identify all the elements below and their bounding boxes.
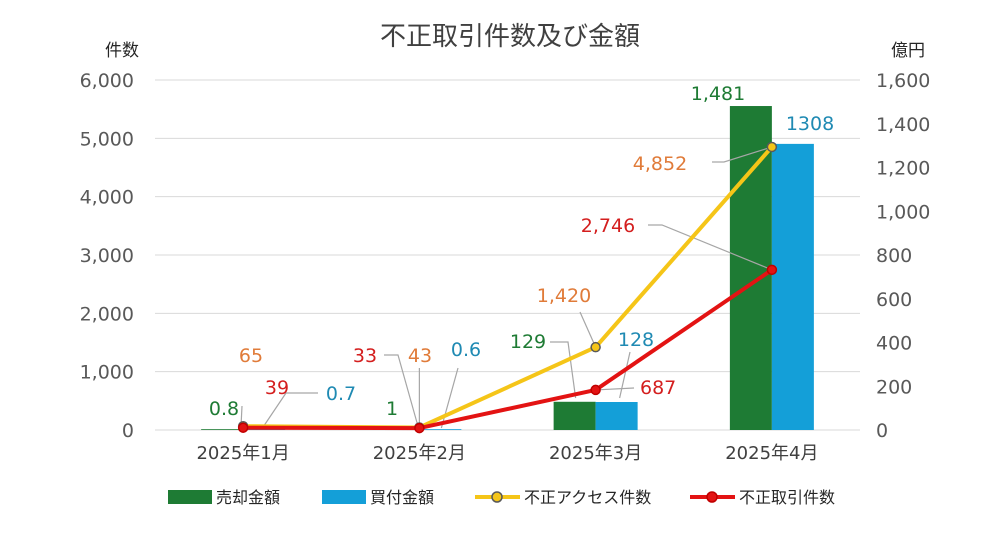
label-sell: 1 [386,398,398,420]
y-right-tick-label: 200 [876,376,912,398]
access-point [766,141,778,153]
y-left-ticks: 0 1,000 2,000 3,000 4,000 5,000 6,000 [80,70,134,442]
label-buy: 0.6 [451,339,481,361]
legend-marker-access [491,491,503,503]
legend-label-sell: 売却金額 [216,488,280,507]
label-buy: 128 [618,329,654,351]
y-left-tick-label: 0 [122,420,134,442]
leader-line [262,392,318,428]
leader-line [712,146,773,163]
bar-sell [729,106,772,430]
legend-swatch-sell [168,490,212,504]
leader-line [240,405,243,425]
label-trade: 2,746 [581,215,635,237]
label-sell: 129 [510,331,546,353]
trade-point [766,264,778,276]
label-trade: 33 [353,345,377,367]
line-series [237,141,778,434]
y-left-axis-title: 件数 [105,41,139,61]
leader-line [579,311,597,348]
label-trade: 687 [640,377,676,399]
y-right-tick-label: 1,200 [876,158,930,180]
label-buy: 1308 [786,113,834,135]
y-left-tick-label: 3,000 [80,245,134,267]
label-sell: 1,481 [691,83,745,105]
trade-point [237,422,249,433]
y-right-tick-label: 800 [876,245,912,267]
y-right-tick-label: 0 [876,420,888,442]
x-category-label: 2025年1月 [196,443,289,464]
bar-buy [771,143,814,430]
y-right-tick-label: 600 [876,289,912,311]
leader-line [648,224,773,271]
y-right-tick-label: 1,400 [876,114,930,136]
label-access: 4,852 [633,153,687,175]
x-axis-categories: 2025年1月 2025年2月 2025年3月 2025年4月 [196,443,818,464]
x-category-label: 2025年4月 [725,443,818,464]
y-left-tick-label: 1,000 [80,362,134,384]
y-right-tick-label: 400 [876,333,912,355]
label-buy: 0.7 [326,383,356,405]
bar-sell [553,401,596,430]
trade-point [414,422,425,434]
label-access: 65 [239,345,263,367]
y-left-tick-label: 6,000 [80,70,134,92]
y-right-axis-title: 億円 [891,41,925,61]
leader-line [619,351,631,399]
x-category-label: 2025年3月 [549,443,642,464]
leader-line [550,341,577,399]
leader-line [384,354,418,425]
chart-title: 不正取引件数及び金額 [380,22,640,52]
trade-point [590,384,601,396]
y-right-tick-label: 1,600 [876,70,930,92]
access-line [243,145,774,430]
x-category-label: 2025年2月 [373,443,466,464]
legend-label-buy: 買付金額 [370,488,434,507]
legend-label-access: 不正アクセス件数 [524,488,651,507]
label-trade: 39 [265,377,289,399]
bar-buy [419,429,462,430]
label-access: 43 [408,345,432,367]
access-point [590,341,601,353]
gridlines [155,79,860,431]
label-leader-lines [240,146,773,429]
trade-line [243,268,774,431]
y-left-tick-label: 2,000 [80,303,134,325]
y-left-tick-label: 4,000 [80,187,134,209]
label-access: 1,420 [537,285,591,307]
bar-sell [201,429,244,430]
y-right-tick-label: 1,000 [876,201,930,223]
legend: 売却金額 買付金額 不正アクセス件数 不正取引件数 [168,488,835,507]
legend-marker-trade [706,491,718,503]
leader-line [595,387,635,391]
label-sell: 0.8 [209,398,239,420]
legend-swatch-buy [322,490,366,504]
bar-series [201,106,814,430]
legend-label-trade: 不正取引件数 [739,488,835,507]
y-left-tick-label: 5,000 [80,128,134,150]
y-right-ticks: 0 200 400 600 800 1,000 1,200 1,400 1,600 [876,70,930,442]
bar-buy [595,402,638,430]
